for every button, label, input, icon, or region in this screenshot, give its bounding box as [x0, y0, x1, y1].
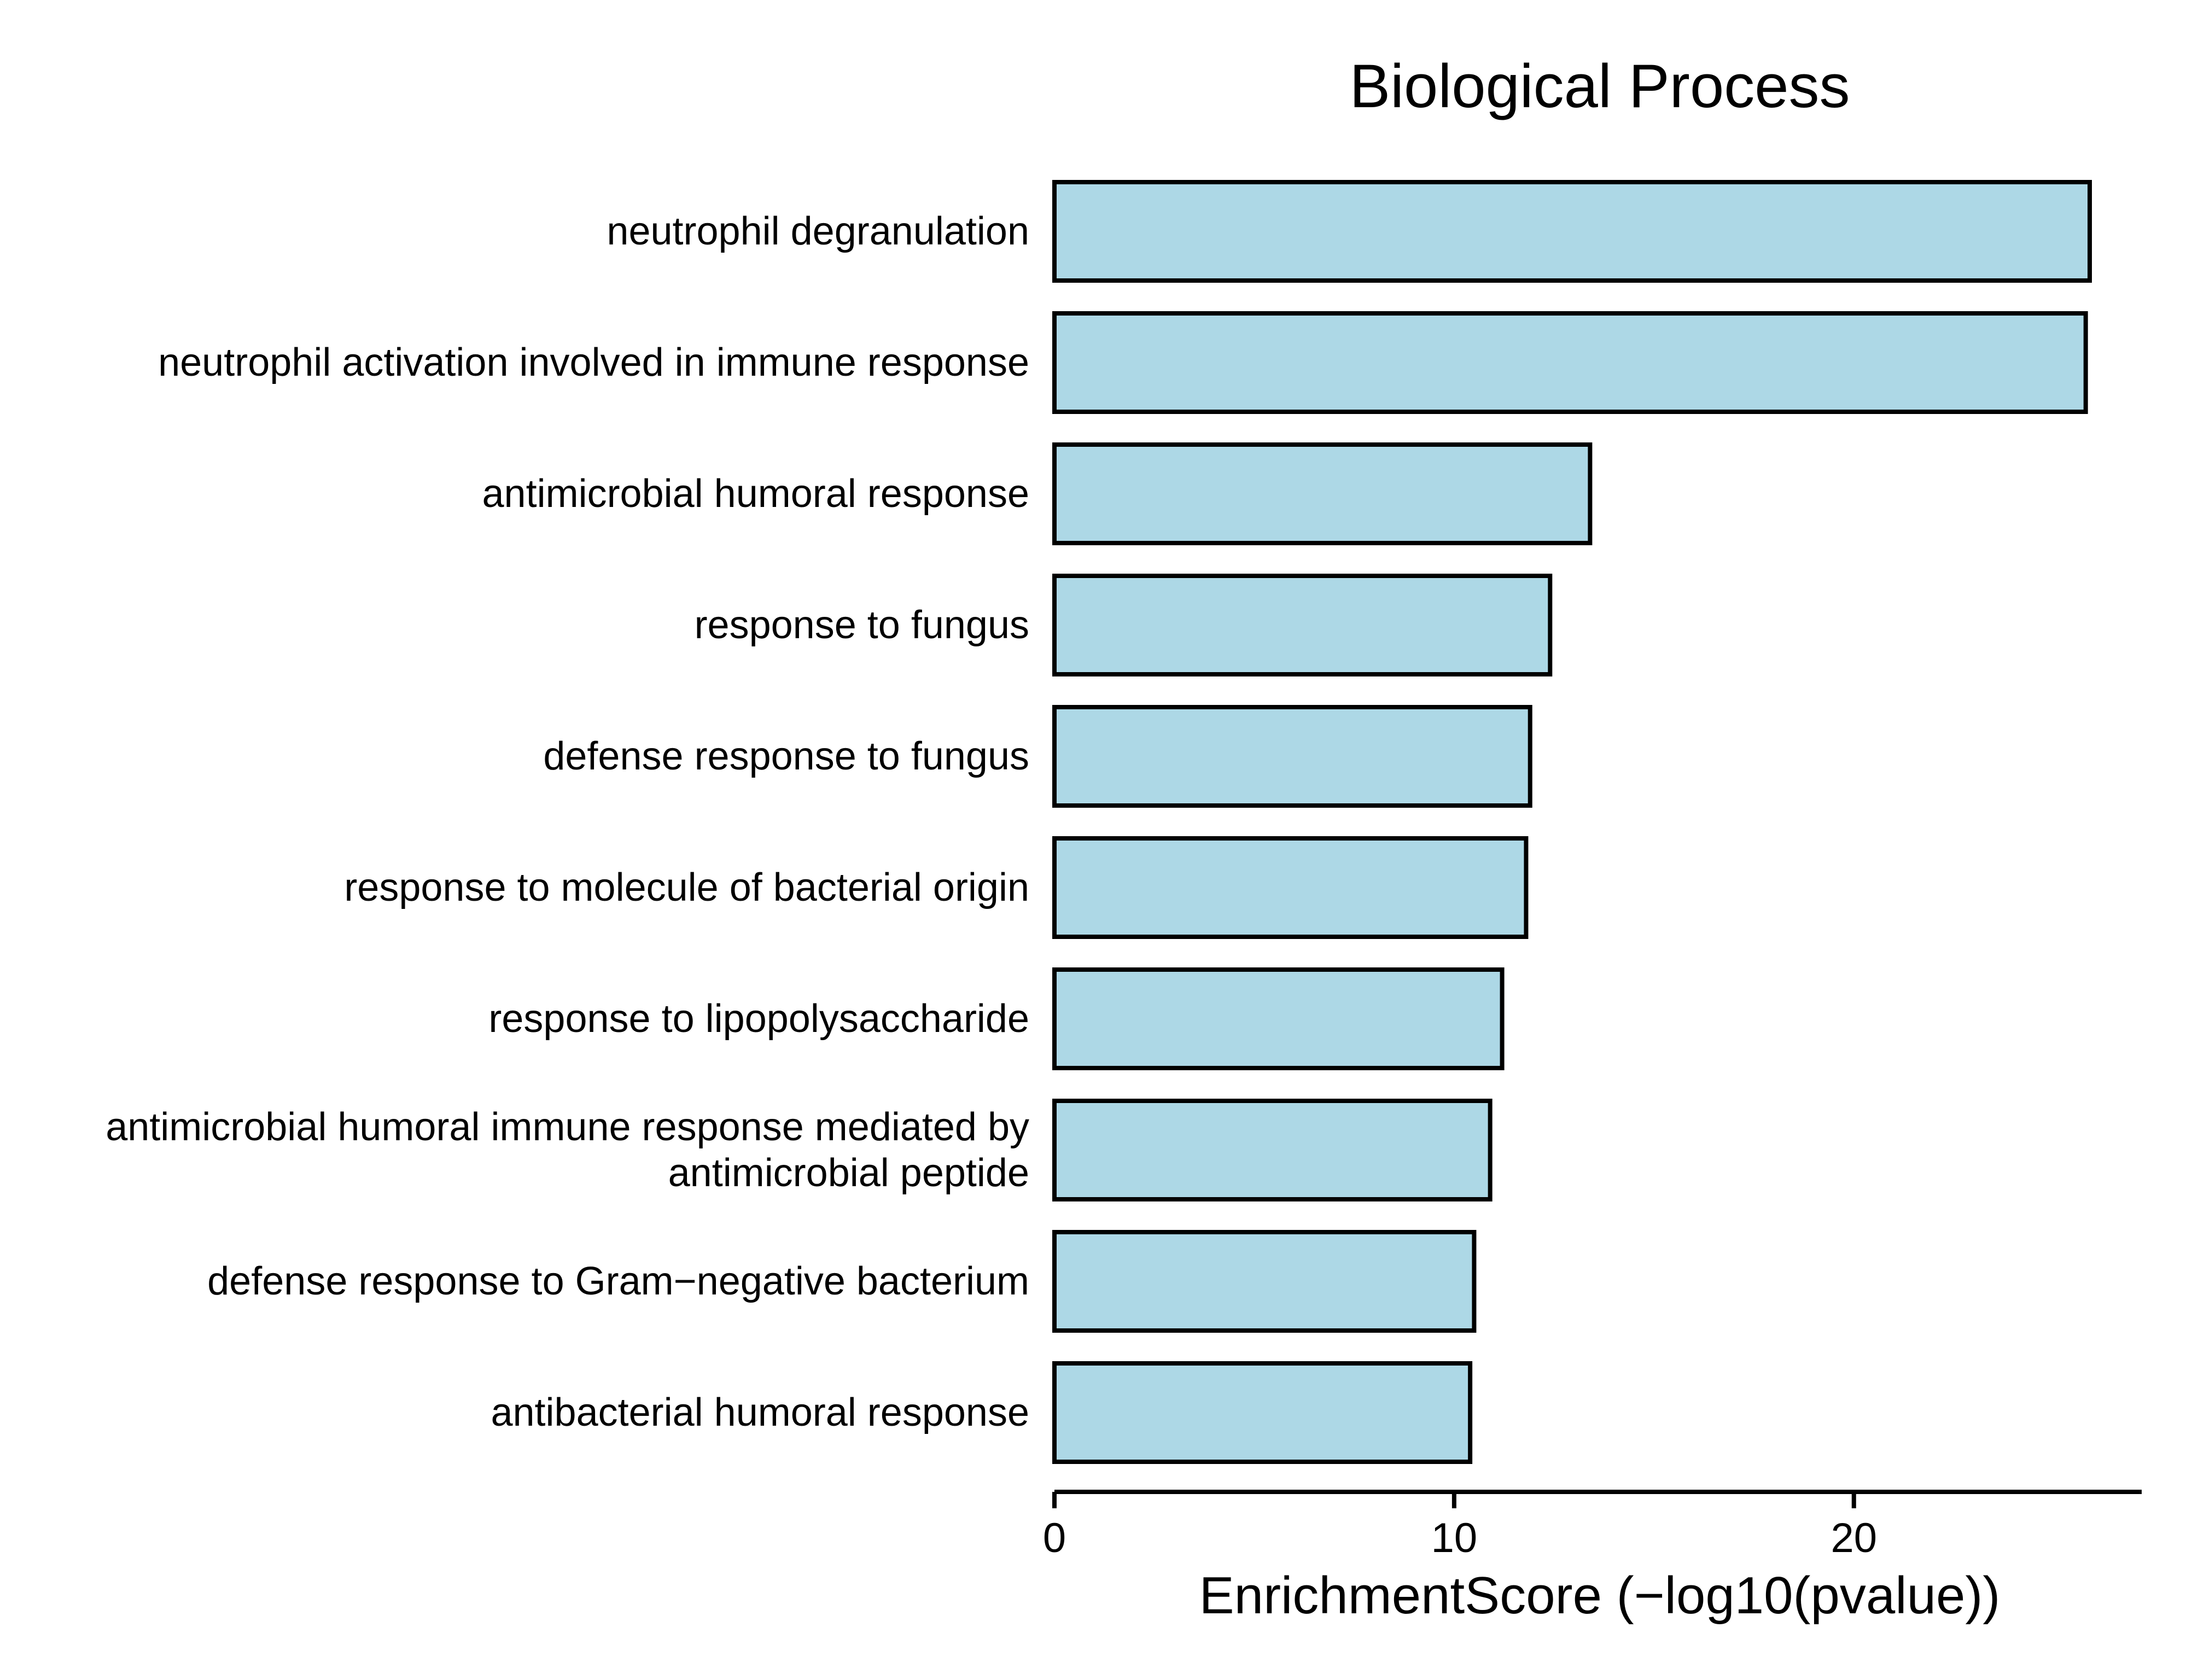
- category-label-2: antimicrobial humoral response: [482, 472, 1029, 516]
- category-label-4: defense response to fungus: [543, 734, 1029, 778]
- category-label-7-line-1: antimicrobial peptide: [668, 1151, 1029, 1195]
- category-label-7-line-0: antimicrobial humoral immune response me…: [106, 1105, 1029, 1149]
- x-ticks: 0 10 20: [1043, 1492, 1877, 1561]
- bar-0: [1052, 180, 2092, 283]
- bar-9: [1052, 1361, 1473, 1464]
- bar-7: [1052, 1099, 1493, 1201]
- bar-8: [1052, 1230, 1477, 1333]
- category-label-8: defense response to Gram−negative bacter…: [207, 1259, 1029, 1303]
- bar-4: [1052, 705, 1532, 808]
- category-label-1: neutrophil activation involved in immune…: [158, 341, 1029, 384]
- x-tick-label-2: 20: [1830, 1515, 1877, 1561]
- bar-5: [1052, 836, 1529, 939]
- bar-2: [1052, 442, 1593, 545]
- bars: [1052, 180, 2092, 1464]
- bar-1: [1052, 311, 2088, 414]
- x-tick-label-0: 0: [1043, 1515, 1066, 1561]
- category-label-3: response to fungus: [695, 603, 1029, 647]
- category-labels: neutrophil degranulation neutrophil activ…: [106, 209, 1029, 1434]
- bar-3: [1052, 574, 1553, 676]
- x-tick-label-1: 10: [1431, 1515, 1478, 1561]
- category-label-0: neutrophil degranulation: [607, 209, 1029, 253]
- chart-title: Biological Process: [1349, 52, 1850, 120]
- category-label-9: antibacterial humoral response: [491, 1391, 1029, 1434]
- category-label-5: response to molecule of bacterial origin: [344, 866, 1029, 909]
- bar-6: [1052, 967, 1505, 1070]
- x-axis-label: EnrichmentScore (−log10(pvalue)): [1199, 1566, 2001, 1625]
- category-label-6: response to lipopolysaccharide: [488, 997, 1029, 1041]
